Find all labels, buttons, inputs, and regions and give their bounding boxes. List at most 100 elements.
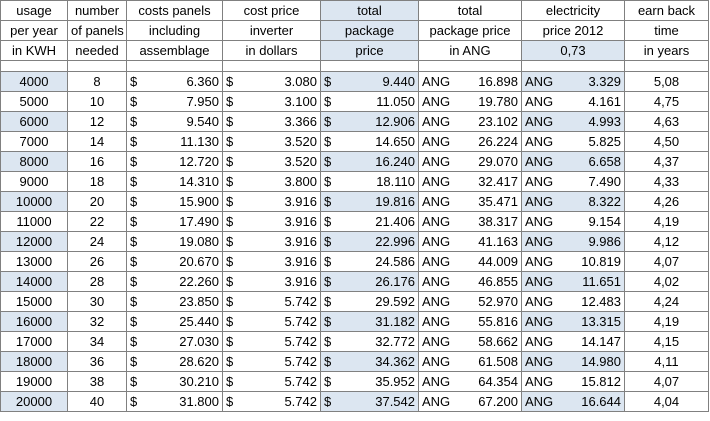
currency-label: ANG [525, 294, 554, 309]
cost-panels-cell: $7.950 [126, 91, 223, 112]
header-usage: usage [0, 0, 68, 21]
currency-label: $ [324, 394, 332, 409]
amount-value: 16.240 [375, 154, 415, 169]
inverter-cell: $5.742 [222, 351, 321, 372]
currency-label: $ [324, 274, 332, 289]
currency-label: $ [324, 174, 332, 189]
total-cell: $21.406 [320, 211, 419, 232]
amount-value: 11.050 [376, 94, 415, 109]
total-cell: $34.362 [320, 351, 419, 372]
amount-value: 3.916 [284, 214, 317, 229]
earn-back-cell: 4,12 [624, 231, 709, 252]
amount-value: 18.110 [376, 174, 415, 189]
amount-value: 9.440 [382, 74, 415, 89]
currency-label: ANG [422, 374, 451, 389]
amount-value: 15.900 [179, 194, 219, 209]
table-row: 19000 38 $30.210 $5.742 $35.952 ANG 64.354 ANG 1… [0, 371, 709, 392]
electricity-cell: ANG 14.147 [521, 331, 625, 352]
amount-value: 23.102 [478, 114, 518, 129]
currency-label: $ [130, 374, 138, 389]
currency-label: $ [324, 314, 332, 329]
header-earn-back: earn back [624, 0, 709, 21]
earn-back-cell: 4,02 [624, 271, 709, 292]
usage-cell: 15000 [0, 291, 68, 312]
amount-value: 22.996 [375, 234, 415, 249]
currency-label: $ [226, 234, 234, 249]
currency-label: $ [226, 214, 234, 229]
amount-value: 15.812 [581, 374, 621, 389]
panels-cell: 22 [67, 211, 127, 232]
cost-panels-cell: $23.850 [126, 291, 223, 312]
currency-label: $ [324, 294, 332, 309]
spacer-cell [624, 60, 709, 72]
usage-cell: 4000 [0, 71, 68, 92]
currency-label: ANG [422, 94, 451, 109]
amount-value: 64.354 [478, 374, 518, 389]
amount-value: 7.490 [588, 174, 621, 189]
table-row: 13000 26 $20.670 $3.916 $24.586 ANG 44.009 ANG 1… [0, 251, 709, 272]
amount-value: 5.825 [588, 134, 621, 149]
electricity-cell: ANG 12.483 [521, 291, 625, 312]
currency-label: ANG [525, 194, 554, 209]
currency-label: $ [130, 334, 138, 349]
amount-value: 37.542 [375, 394, 415, 409]
currency-label: ANG [525, 74, 554, 89]
total-ang-cell: ANG 46.855 [418, 271, 522, 292]
inverter-cell: $3.800 [222, 171, 321, 192]
currency-label: $ [130, 94, 138, 109]
table-row: 14000 28 $22.260 $3.916 $26.176 ANG 46.855 ANG 1… [0, 271, 709, 292]
currency-label: ANG [525, 274, 554, 289]
currency-label: ANG [422, 234, 451, 249]
amount-value: 12.483 [581, 294, 621, 309]
total-cell: $16.240 [320, 151, 419, 172]
cost-panels-cell: $11.130 [126, 131, 223, 152]
electricity-cell: ANG 14.980 [521, 351, 625, 372]
usage-cell: 18000 [0, 351, 68, 372]
electricity-cell: ANG 15.812 [521, 371, 625, 392]
electricity-cell: ANG 13.315 [521, 311, 625, 332]
total-ang-cell: ANG 35.471 [418, 191, 522, 212]
currency-label: $ [226, 174, 234, 189]
amount-value: 58.662 [478, 334, 518, 349]
header-usage-2: per year [0, 20, 68, 41]
amount-value: 3.520 [284, 134, 317, 149]
currency-label: $ [324, 134, 332, 149]
currency-label: $ [324, 214, 332, 229]
amount-value: 44.009 [478, 254, 518, 269]
amount-value: 19.080 [179, 234, 219, 249]
electricity-cell: ANG 6.658 [521, 151, 625, 172]
currency-label: $ [226, 274, 234, 289]
total-ang-cell: ANG 61.508 [418, 351, 522, 372]
electricity-cell: ANG 7.490 [521, 171, 625, 192]
cost-panels-cell: $28.620 [126, 351, 223, 372]
currency-label: ANG [422, 314, 451, 329]
currency-label: ANG [422, 254, 451, 269]
amount-value: 31.182 [375, 314, 415, 329]
spacer-cell [126, 60, 223, 72]
currency-label: $ [226, 74, 234, 89]
header-inverter: cost price [222, 0, 321, 21]
usage-cell: 9000 [0, 171, 68, 192]
electricity-cell: ANG 3.329 [521, 71, 625, 92]
header-row-1: usage number costs panels cost price tot… [0, 0, 709, 21]
earn-back-cell: 4,63 [624, 111, 709, 132]
cost-panels-cell: $6.360 [126, 71, 223, 92]
header-row-3: in KWH needed assemblage in dollars pric… [0, 40, 709, 61]
total-ang-cell: ANG 58.662 [418, 331, 522, 352]
earn-back-cell: 4,04 [624, 391, 709, 412]
inverter-cell: $3.520 [222, 151, 321, 172]
currency-label: $ [324, 154, 332, 169]
header-panels-3: needed [67, 40, 127, 61]
amount-value: 35.952 [375, 374, 415, 389]
total-ang-cell: ANG 29.070 [418, 151, 522, 172]
currency-label: $ [226, 334, 234, 349]
usage-cell: 17000 [0, 331, 68, 352]
total-ang-cell: ANG 19.780 [418, 91, 522, 112]
amount-value: 3.916 [284, 194, 317, 209]
amount-value: 3.800 [284, 174, 317, 189]
amount-value: 14.310 [179, 174, 219, 189]
table-row: 17000 34 $27.030 $5.742 $32.772 ANG 58.662 ANG 1… [0, 331, 709, 352]
currency-label: $ [324, 74, 332, 89]
table-row: 7000 14 $11.130 $3.520 $14.650 ANG 26.224 ANG 5.… [0, 131, 709, 152]
spacer-row [0, 60, 709, 72]
